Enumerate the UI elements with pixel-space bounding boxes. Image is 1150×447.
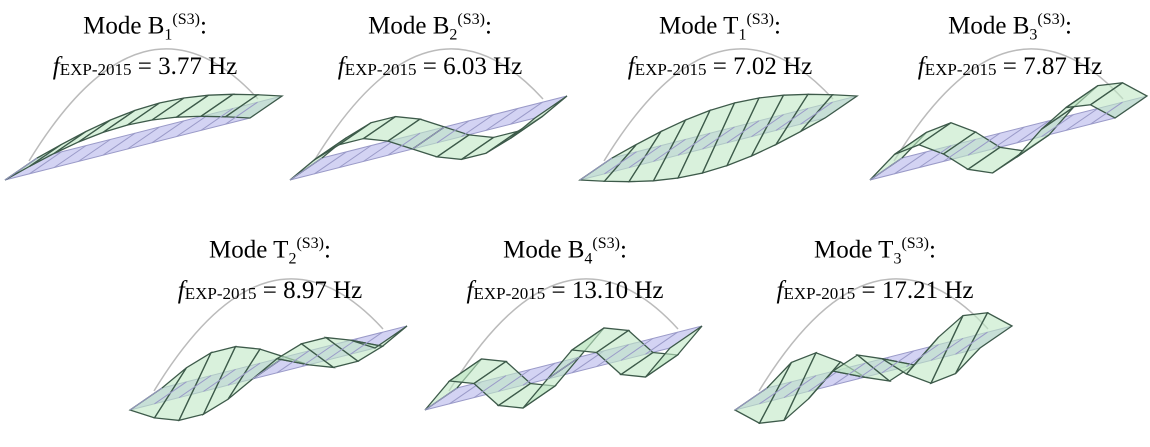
freq-sub: EXP-2015 (473, 284, 545, 303)
figure: Mode B1(S3):fEXP-2015 = 3.77 HzMode B2(S… (0, 0, 1150, 447)
freq-value: 17.21 Hz (882, 277, 974, 304)
freq-symbol: f (628, 53, 635, 80)
freq-symbol: f (178, 277, 185, 304)
mode-title: Mode B1(S3): (0, 4, 295, 51)
equals: = (551, 277, 565, 304)
colon: : (1065, 12, 1072, 39)
mode-letter: T (273, 236, 288, 263)
freq-sub: EXP-2015 (60, 60, 132, 79)
mode-title: Mode B2(S3): (280, 4, 580, 51)
mode-label: Mode T2(S3):fEXP-2015 = 8.97 Hz (120, 228, 420, 310)
mode-frequency: fEXP-2015 = 7.87 Hz (860, 51, 1150, 86)
mode-letter: B (433, 12, 450, 39)
mode-tag: (S3) (746, 11, 774, 28)
freq-value: 8.97 Hz (283, 277, 362, 304)
freq-symbol: f (918, 53, 925, 80)
mode-title: Mode T3(S3): (725, 228, 1025, 275)
freq-value: 7.87 Hz (1023, 53, 1102, 80)
freq-value: 6.03 Hz (443, 53, 522, 80)
mode-frequency: fEXP-2015 = 13.10 Hz (415, 275, 715, 310)
mode-tag: (S3) (172, 11, 200, 28)
mode-tag: (S3) (592, 235, 620, 252)
mode-index: 4 (584, 250, 592, 267)
mode-word: Mode (83, 12, 141, 39)
colon: : (200, 12, 207, 39)
freq-symbol: f (338, 53, 345, 80)
mode-tag: (S3) (296, 235, 324, 252)
mode-label: Mode B3(S3):fEXP-2015 = 7.87 Hz (860, 4, 1150, 86)
equals: = (263, 277, 277, 304)
mode-index: 3 (893, 250, 901, 267)
colon: : (324, 236, 331, 263)
mode-index: 2 (449, 26, 457, 43)
mode-label: Mode B4(S3):fEXP-2015 = 13.10 Hz (415, 228, 715, 310)
freq-sub: EXP-2015 (783, 284, 855, 303)
mode-label: Mode T3(S3):fEXP-2015 = 17.21 Hz (725, 228, 1025, 310)
mode-label: Mode B1(S3):fEXP-2015 = 3.77 Hz (0, 4, 295, 86)
mode-frequency: fEXP-2015 = 17.21 Hz (725, 275, 1025, 310)
mode-word: Mode (814, 236, 872, 263)
mode-letter: B (148, 12, 165, 39)
mode-word: Mode (948, 12, 1006, 39)
mode-index: 1 (738, 26, 746, 43)
mode-tag: (S3) (901, 235, 929, 252)
mode-title: Mode T1(S3): (570, 4, 870, 51)
equals: = (138, 53, 152, 80)
freq-symbol: f (53, 53, 60, 80)
mode-word: Mode (368, 12, 426, 39)
colon: : (620, 236, 627, 263)
mode-title: Mode T2(S3): (120, 228, 420, 275)
mode-letter: T (878, 236, 893, 263)
colon: : (929, 236, 936, 263)
mode-tag: (S3) (1037, 11, 1065, 28)
freq-value: 7.02 Hz (733, 53, 812, 80)
equals: = (423, 53, 437, 80)
mode-letter: B (568, 236, 585, 263)
mode-frequency: fEXP-2015 = 6.03 Hz (280, 51, 580, 86)
mode-index: 3 (1029, 26, 1037, 43)
mode-label: Mode B2(S3):fEXP-2015 = 6.03 Hz (280, 4, 580, 86)
mode-index: 1 (164, 26, 172, 43)
mode-title: Mode B4(S3): (415, 228, 715, 275)
mode-label: Mode T1(S3):fEXP-2015 = 7.02 Hz (570, 4, 870, 86)
mode-letter: B (1013, 12, 1030, 39)
mode-word: Mode (659, 12, 717, 39)
mode-frequency: fEXP-2015 = 3.77 Hz (0, 51, 295, 86)
mode-tag: (S3) (457, 11, 485, 28)
freq-sub: EXP-2015 (185, 284, 257, 303)
equals: = (861, 277, 875, 304)
freq-sub: EXP-2015 (635, 60, 707, 79)
freq-value: 13.10 Hz (572, 277, 664, 304)
mode-title: Mode B3(S3): (860, 4, 1150, 51)
mode-letter: T (723, 12, 738, 39)
mode-frequency: fEXP-2015 = 7.02 Hz (570, 51, 870, 86)
mode-index: 2 (288, 250, 296, 267)
mode-word: Mode (209, 236, 267, 263)
freq-value: 3.77 Hz (158, 53, 237, 80)
mode-frequency: fEXP-2015 = 8.97 Hz (120, 275, 420, 310)
equals: = (713, 53, 727, 80)
freq-sub: EXP-2015 (925, 60, 997, 79)
colon: : (485, 12, 492, 39)
equals: = (1003, 53, 1017, 80)
mode-word: Mode (503, 236, 561, 263)
colon: : (774, 12, 781, 39)
freq-sub: EXP-2015 (345, 60, 417, 79)
